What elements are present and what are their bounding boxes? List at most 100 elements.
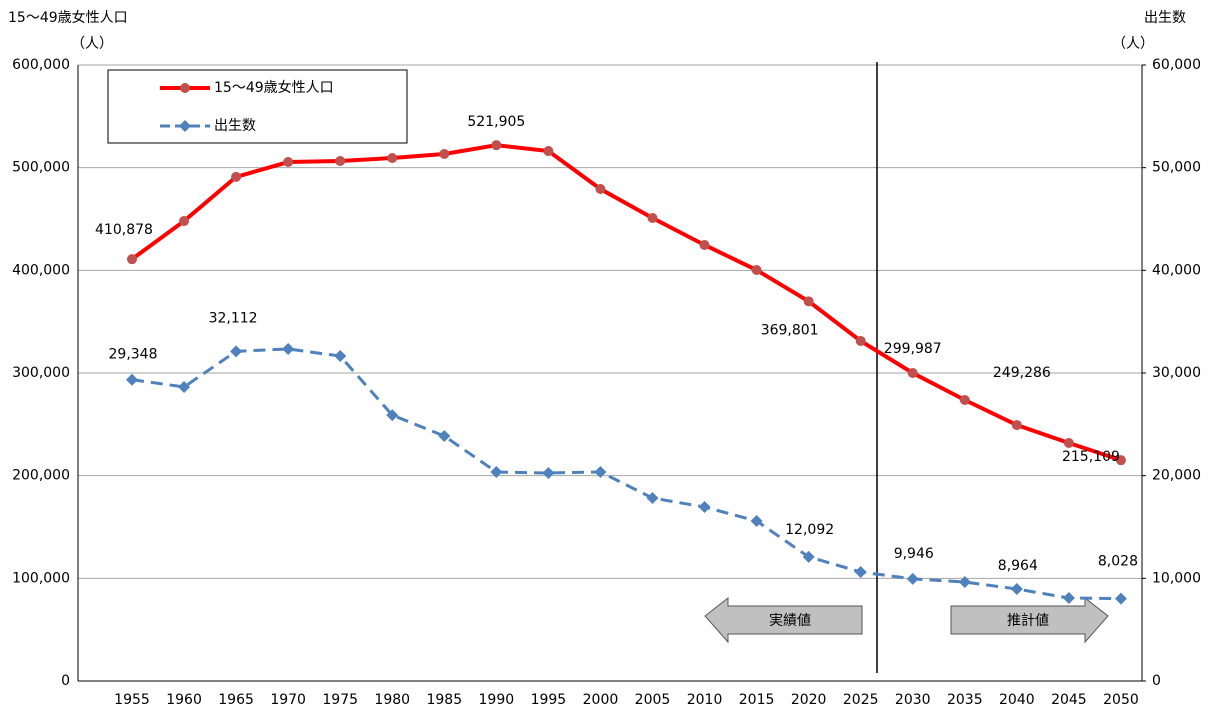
grid	[78, 64, 1142, 682]
y-tick-label: 400,000	[12, 262, 70, 278]
x-tick-label: 1970	[270, 692, 306, 708]
marker	[178, 380, 191, 393]
legend-marker	[180, 83, 190, 93]
marker	[126, 373, 138, 386]
annotation: 実績値	[769, 613, 811, 629]
y-tick-label: 200,000	[12, 468, 70, 484]
x-tick-label: 1975	[322, 692, 358, 708]
x-tick-label: 1980	[374, 692, 410, 708]
data-label: 9,946	[894, 546, 934, 562]
data-label: 32,112	[209, 310, 258, 326]
marker	[1114, 592, 1127, 605]
marker	[543, 146, 554, 157]
marker	[542, 466, 555, 479]
y-axis-title: 15〜49歳女性人口	[8, 9, 128, 26]
data-label: 8,964	[998, 558, 1038, 574]
data-label: 410,878	[95, 222, 153, 238]
marker	[751, 265, 762, 276]
marker	[335, 155, 346, 166]
marker	[334, 350, 347, 363]
marker	[906, 572, 919, 585]
y-axis-unit: （人）	[71, 36, 113, 52]
arrow-left	[704, 596, 863, 644]
marker	[907, 368, 918, 379]
y2-axis-unit: （人）	[1112, 36, 1154, 52]
marker	[699, 239, 710, 250]
x-tick-label: 2025	[843, 692, 879, 708]
marker	[594, 465, 607, 478]
y2-tick-label: 20,000	[1152, 468, 1201, 484]
data-label: 215,109	[1062, 449, 1120, 465]
marker	[646, 492, 659, 505]
x-tick-label: 1990	[479, 692, 515, 708]
marker	[595, 184, 606, 195]
x-tick-label: 2035	[947, 692, 983, 708]
y-tick-label: 600,000	[12, 57, 70, 73]
marker	[179, 216, 190, 227]
y2-tick-label: 40,000	[1152, 262, 1201, 278]
legend-marker	[179, 120, 191, 132]
data-label: 299,987	[884, 341, 942, 357]
y2-tick-label: 60,000	[1152, 57, 1201, 73]
marker	[490, 465, 503, 478]
marker	[750, 515, 763, 528]
legend-label: 15〜49歳女性人口	[214, 79, 334, 96]
x-tick-label: 2000	[583, 692, 619, 708]
y2-tick-label: 10,000	[1152, 570, 1201, 586]
legend-label: 出生数	[214, 118, 256, 134]
x-tick-label: 2050	[1103, 692, 1139, 708]
x-tick-label: 2020	[791, 692, 827, 708]
x-tick-label: 2040	[999, 692, 1035, 708]
arrow-right	[950, 596, 1109, 644]
x-tick-label: 2045	[1051, 692, 1087, 708]
data-label: 12,092	[785, 522, 834, 538]
y2-axis-title: 出生数	[1144, 10, 1186, 26]
y-tick-label: 0	[61, 673, 70, 689]
data-label: 249,286	[993, 365, 1051, 381]
legend-box	[107, 69, 408, 144]
marker	[855, 335, 866, 346]
x-tick-label: 2010	[687, 692, 723, 708]
x-tick-label: 1960	[166, 692, 202, 708]
data-label: 29,348	[109, 347, 158, 363]
marker	[959, 395, 970, 406]
y2-tick-label: 50,000	[1152, 160, 1201, 176]
x-tick-label: 2015	[739, 692, 775, 708]
data-label: 369,801	[761, 322, 819, 338]
marker	[127, 254, 137, 265]
marker	[283, 157, 294, 168]
marker	[439, 149, 450, 160]
marker	[1011, 420, 1022, 431]
marker	[1010, 582, 1023, 595]
marker	[854, 565, 867, 578]
marker	[802, 550, 815, 563]
y-tick-label: 500,000	[12, 160, 70, 176]
data-label: 8,028	[1098, 554, 1138, 570]
marker	[387, 153, 398, 164]
marker	[647, 212, 658, 223]
marker	[386, 409, 399, 422]
x-tick-label: 1995	[531, 692, 567, 708]
marker	[803, 296, 814, 307]
marker	[491, 140, 502, 151]
y2-tick-label: 0	[1152, 673, 1161, 689]
series-line	[131, 347, 1121, 601]
x-tick-label: 2005	[635, 692, 671, 708]
x-tick-label: 1955	[114, 692, 150, 708]
marker	[1115, 455, 1126, 466]
y-tick-label: 300,000	[12, 365, 70, 381]
marker	[958, 576, 971, 589]
y-tick-label: 100,000	[12, 570, 70, 586]
x-tick-label: 1965	[218, 692, 254, 708]
x-tick-label: 2030	[895, 692, 931, 708]
marker	[230, 345, 243, 358]
marker	[1063, 438, 1074, 449]
marker	[438, 430, 451, 443]
marker	[282, 342, 295, 355]
data-label: 521,905	[467, 114, 525, 130]
marker	[698, 500, 711, 513]
y2-tick-label: 30,000	[1152, 365, 1201, 381]
annotation: 推計値	[1007, 613, 1049, 629]
series-line	[130, 143, 1122, 463]
